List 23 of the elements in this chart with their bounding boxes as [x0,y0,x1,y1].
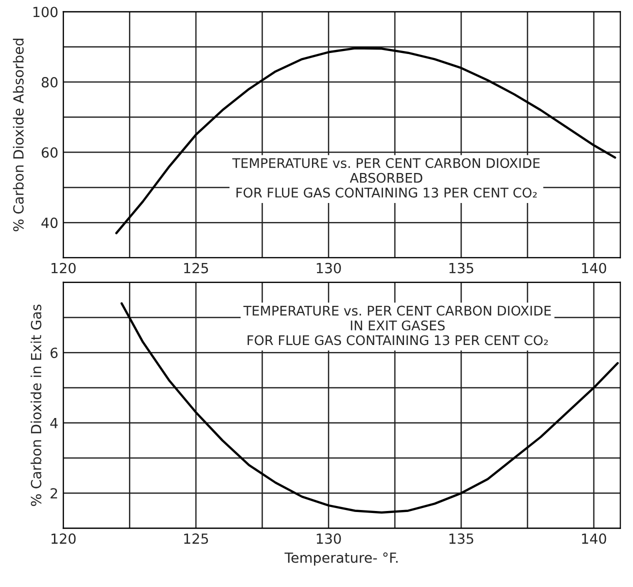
annotation: TEMPERATURE vs. PER CENT CARBON DIOXIDE ABSORBED FOR FLUE GAS CONTAINING 13 PER CENT CO₂ [232,158,540,198]
y-tick-label: 40 [41,218,58,228]
y-tick-label: 60 [42,147,58,158]
y-axis-title: % Carbon Dioxide in Exit Gas [30,304,42,506]
y-tick-label: 80 [42,76,58,88]
x-tick-label: 130 [316,262,341,274]
y-tick-label: 2 [50,488,58,498]
x-tick-label: 120 [52,262,76,274]
x-tick-label: 140 [582,262,606,274]
y-axis-title: % Carbon Dioxide Absorbed [12,38,24,232]
x-tick-label: 135 [449,533,474,544]
x-axis-title: Temperature- °F. [284,552,398,566]
x-tick-label: 140 [582,533,606,544]
x-tick-label: 120 [52,533,76,544]
x-tick-label: 125 [184,533,208,544]
y-tick-label: 4 [50,418,58,428]
x-tick-label: 135 [449,262,474,274]
x-tick-label: 130 [316,533,341,544]
x-tick-label: 125 [184,262,208,274]
y-tick-label: 100 [33,6,58,18]
line-series [115,47,616,234]
annotation: TEMPERATURE vs. PER CENT CARBON DIOXIDE IN EXIT GASES FOR FLUE GAS CONTAINING 13 PER CENT CO₂ [243,306,551,346]
y-tick-label: 6 [50,348,58,358]
